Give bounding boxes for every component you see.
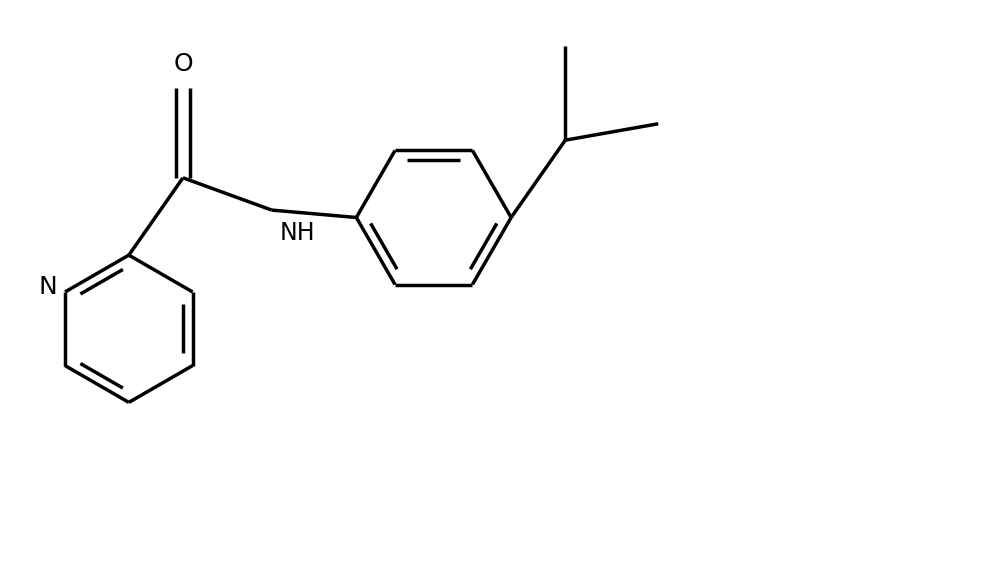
Text: NH: NH [279, 221, 315, 246]
Text: O: O [173, 52, 193, 76]
Text: N: N [39, 275, 58, 299]
